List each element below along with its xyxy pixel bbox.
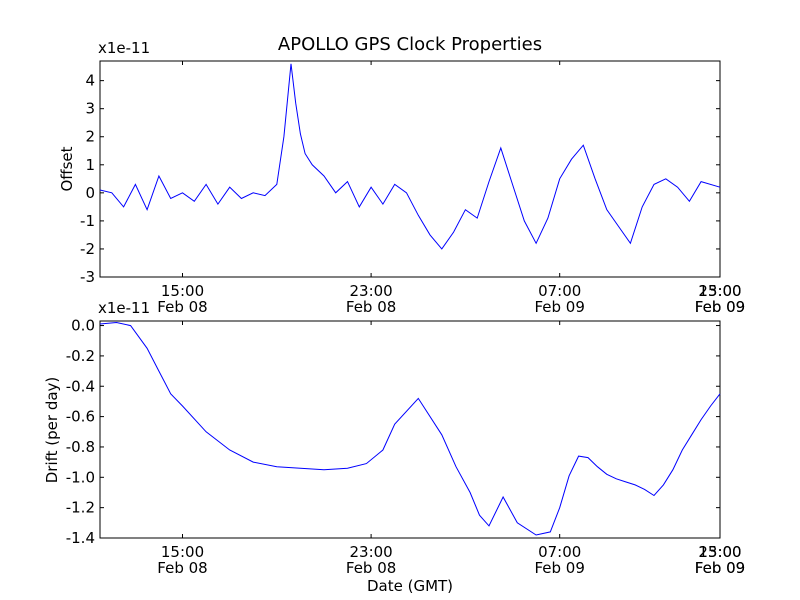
offset-xtick-date: Feb 08 bbox=[346, 298, 396, 316]
offset-ytick-label: 1 bbox=[85, 156, 95, 174]
drift-ylabel: Drift (per day) bbox=[43, 377, 61, 484]
offset-xtick-time: 15:00 bbox=[698, 282, 741, 300]
drift-ytick-label: -1.0 bbox=[66, 468, 95, 486]
offset-xtick-time: 15:00 bbox=[161, 282, 204, 300]
drift-xtick-time: 23:00 bbox=[698, 543, 741, 561]
drift-xtick-date: Feb 09 bbox=[695, 559, 745, 577]
offset-xtick-date: Feb 08 bbox=[157, 298, 207, 316]
drift-xtick-time: 07:00 bbox=[538, 543, 581, 561]
drift-ytick-label: -0.2 bbox=[66, 347, 95, 365]
drift-panel: x1e-11 Drift (per day) -1.4-1.2-1.0-0.8-… bbox=[43, 299, 745, 595]
offset-xtick-time: 23:00 bbox=[349, 282, 392, 300]
offset-plot-frame bbox=[99, 60, 721, 278]
drift-xtick-time: 15:00 bbox=[161, 543, 204, 561]
drift-xlabel: Date (GMT) bbox=[367, 577, 453, 595]
offset-ytick-label: 0 bbox=[85, 184, 95, 202]
drift-xtick-time: 23:00 bbox=[349, 543, 392, 561]
offset-ytick-label: 3 bbox=[85, 100, 95, 118]
offset-ylabel: Offset bbox=[58, 146, 76, 191]
offset-xtick-date: Feb 09 bbox=[695, 298, 745, 316]
offset-ytick-label: -3 bbox=[80, 268, 95, 286]
drift-ytick-label: -1.2 bbox=[66, 499, 95, 517]
offset-xtick-time: 23:00 bbox=[698, 282, 741, 300]
offset-xtick-date: Feb 09 bbox=[534, 298, 584, 316]
offset-ytick-label: 2 bbox=[85, 128, 95, 146]
offset-xtick-time: 07:00 bbox=[538, 282, 581, 300]
drift-xtick-date: Feb 09 bbox=[695, 559, 745, 577]
offset-series-line bbox=[99, 63, 721, 250]
drift-ytick-label: -0.4 bbox=[66, 377, 95, 395]
drift-ytick-label: -0.8 bbox=[66, 438, 95, 456]
offset-ytick-label: -1 bbox=[80, 212, 95, 230]
drift-xtick-date: Feb 09 bbox=[534, 559, 584, 577]
drift-xtick-time: 15:00 bbox=[698, 543, 741, 561]
offset-multiplier: x1e-11 bbox=[98, 39, 150, 57]
drift-xtick-date: Feb 08 bbox=[157, 559, 207, 577]
drift-ytick-label: -1.4 bbox=[66, 529, 95, 547]
offset-ytick-label: -2 bbox=[80, 240, 95, 258]
offset-xtick-date: Feb 09 bbox=[695, 298, 745, 316]
offset-ytick-label: 4 bbox=[85, 72, 95, 90]
drift-plot-frame bbox=[99, 320, 721, 539]
chart-title: APOLLO GPS Clock Properties bbox=[278, 34, 542, 55]
offset-yticks: -3 -2 -1 0 1 2 3 4 bbox=[80, 72, 720, 286]
drift-ytick-label: 0.0 bbox=[71, 317, 95, 335]
drift-yticks: -1.4 -1.2 -1.0 -0.8 -0.6 -0.4 -0.2 0.0 bbox=[66, 317, 720, 547]
drift-xtick-date: Feb 08 bbox=[346, 559, 396, 577]
drift-series-line bbox=[99, 321, 721, 536]
drift-ytick-label: -0.6 bbox=[66, 408, 95, 426]
drift-multiplier: x1e-11 bbox=[98, 299, 150, 317]
